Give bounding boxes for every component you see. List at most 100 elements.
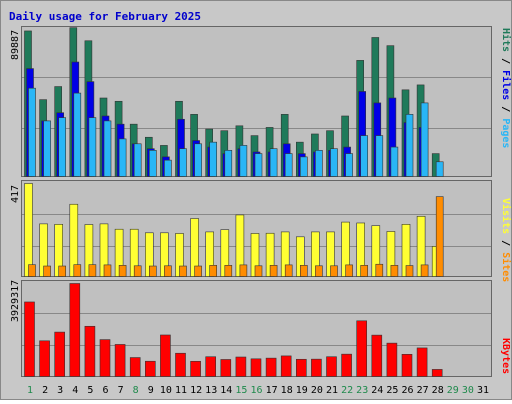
x-tick-label-5: 5 bbox=[87, 385, 93, 396]
bar-sites-day-17 bbox=[269, 265, 278, 277]
chart-title: Daily usage for February 2025 bbox=[9, 10, 201, 23]
bar-kbytes-day-5 bbox=[84, 325, 96, 377]
bar-pages-day-22 bbox=[345, 153, 353, 177]
bar-pages-day-21 bbox=[330, 148, 338, 177]
bar-sites-day-24 bbox=[375, 263, 384, 277]
bar-kbytes-day-24 bbox=[371, 334, 383, 377]
bar-sites-day-2 bbox=[43, 265, 51, 277]
svg-text:KBytes: KBytes bbox=[500, 338, 511, 374]
legend-files: Files bbox=[500, 70, 512, 100]
bar-kbytes-day-2 bbox=[39, 340, 50, 377]
x-tick-label-11: 11 bbox=[175, 385, 187, 396]
x-tick-label-15: 15 bbox=[235, 385, 247, 396]
bar-sites-day-4 bbox=[73, 264, 82, 277]
bar-sites-day-1 bbox=[28, 264, 36, 277]
bar-pages-day-20 bbox=[315, 150, 323, 177]
bar-pages-day-10 bbox=[164, 159, 172, 177]
bar-kbytes-day-16 bbox=[250, 358, 262, 377]
bar-pages-day-3 bbox=[58, 117, 67, 177]
bar-kbytes-day-7 bbox=[114, 344, 126, 377]
bar-kbytes-day-4 bbox=[69, 283, 81, 377]
bar-pages-day-18 bbox=[284, 153, 293, 177]
bar-kbytes-day-10 bbox=[160, 334, 171, 377]
x-tick-label-9: 9 bbox=[148, 385, 154, 396]
bar-kbytes-day-20 bbox=[311, 358, 322, 377]
bar-kbytes-day-6 bbox=[99, 339, 111, 377]
bar-kbytes-day-22 bbox=[341, 353, 352, 377]
x-tick-label-1: 1 bbox=[27, 385, 33, 396]
bar-sites-day-11 bbox=[179, 265, 187, 277]
bar-sites-day-10 bbox=[164, 265, 172, 277]
bar-pages-day-12 bbox=[194, 143, 202, 177]
bar-pages-day-28 bbox=[435, 161, 444, 177]
bar-kbytes-day-14 bbox=[220, 359, 232, 377]
bar-sites-day-5 bbox=[88, 264, 97, 277]
bar-sites-day-14 bbox=[224, 265, 233, 277]
bar-sites-day-23 bbox=[360, 265, 369, 277]
bar-pages-day-14 bbox=[224, 150, 233, 177]
bar-pages-day-24 bbox=[375, 135, 384, 177]
bar-sites-day-9 bbox=[149, 265, 157, 277]
panel2-legend: Visits / Sites bbox=[500, 198, 512, 282]
bar-sites-day-28 bbox=[435, 196, 444, 277]
legend-pages: Pages bbox=[500, 118, 511, 148]
bar-kbytes-day-9 bbox=[145, 360, 156, 377]
legend-sep-3: / bbox=[500, 234, 511, 252]
bar-pages-day-11 bbox=[179, 148, 187, 177]
bar-pages-day-4 bbox=[73, 92, 82, 177]
bar-pages-day-5 bbox=[88, 117, 97, 177]
bar-sites-day-18 bbox=[284, 264, 293, 277]
x-tick-label-20: 20 bbox=[311, 385, 323, 396]
bar-kbytes-day-19 bbox=[295, 358, 307, 377]
bar-kbytes-day-13 bbox=[205, 356, 216, 377]
bar-sites-day-8 bbox=[133, 265, 142, 277]
bar-pages-day-16 bbox=[254, 153, 263, 177]
svg-text:Visits / Sites: Visits / Sites bbox=[500, 198, 512, 282]
bar-kbytes-day-23 bbox=[356, 320, 368, 377]
svg-text:Hits / Files / Pages: Hits / Files / Pages bbox=[500, 28, 512, 148]
bar-kbytes-day-27 bbox=[416, 347, 428, 377]
bar-pages-day-2 bbox=[43, 120, 51, 177]
bar-sites-day-20 bbox=[315, 265, 323, 277]
x-axis-labels: 1 2 3 4 5 6 7 8 9 10 11 12 13 14 15 16 17 18 19 20 21 22 23 24 2… bbox=[27, 385, 489, 396]
bar-pages-day-13 bbox=[209, 141, 217, 177]
x-tick-label-29: 29 bbox=[447, 385, 459, 396]
x-tick-label-23: 23 bbox=[356, 385, 368, 396]
x-tick-label-24: 24 bbox=[371, 385, 383, 396]
bar-visits-day-1 bbox=[24, 183, 33, 277]
bar-sites-day-13 bbox=[209, 265, 217, 277]
x-tick-label-4: 4 bbox=[72, 385, 78, 396]
bar-sites-day-22 bbox=[345, 264, 353, 277]
bar-sites-day-6 bbox=[103, 264, 112, 277]
bar-sites-day-19 bbox=[299, 265, 308, 277]
x-tick-label-31: 31 bbox=[477, 385, 489, 396]
panel3-legend: KBytes bbox=[500, 338, 511, 374]
x-tick-label-25: 25 bbox=[386, 385, 398, 396]
bar-pages-day-7 bbox=[118, 138, 127, 177]
bar-kbytes-day-11 bbox=[175, 352, 186, 377]
bar-pages-day-1 bbox=[28, 87, 36, 177]
x-tick-label-2: 2 bbox=[42, 385, 48, 396]
x-tick-label-16: 16 bbox=[250, 385, 262, 396]
x-tick-label-13: 13 bbox=[205, 385, 217, 396]
legend-visits: Visits bbox=[500, 198, 512, 234]
x-tick-label-10: 10 bbox=[160, 385, 172, 396]
legend-kbytes: KBytes bbox=[500, 338, 511, 374]
bar-sites-day-21 bbox=[330, 265, 338, 277]
x-tick-label-27: 27 bbox=[417, 385, 429, 396]
x-tick-label-14: 14 bbox=[220, 385, 232, 396]
bar-sites-day-16 bbox=[254, 265, 263, 277]
x-tick-label-22: 22 bbox=[341, 385, 353, 396]
bar-sites-day-27 bbox=[420, 264, 429, 277]
x-tick-label-6: 6 bbox=[102, 385, 108, 396]
x-tick-label-30: 30 bbox=[462, 385, 474, 396]
x-tick-label-17: 17 bbox=[266, 385, 278, 396]
bar-pages-day-8 bbox=[133, 143, 142, 177]
bars bbox=[24, 27, 444, 377]
bar-kbytes-day-12 bbox=[190, 360, 201, 377]
bar-pages-day-27 bbox=[420, 102, 429, 177]
bar-kbytes-day-17 bbox=[265, 357, 277, 377]
bar-sites-day-25 bbox=[390, 265, 399, 277]
x-tick-label-21: 21 bbox=[326, 385, 338, 396]
